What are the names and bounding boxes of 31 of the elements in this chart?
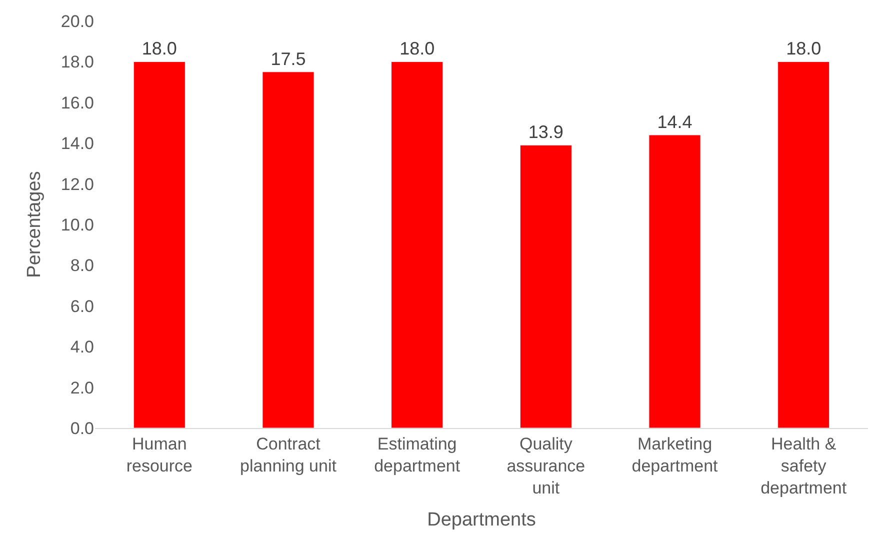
x-tick-label: Contract planning unit [240,434,337,476]
x-tick-label: Health & safety department [760,434,847,498]
data-label: 18.0 [142,38,177,59]
y-tick-label: 16.0 [60,93,94,112]
x-tick-label: Quality assurance unit [506,434,586,498]
y-tick-label: 2.0 [70,378,94,398]
x-axis-title: Departments [427,509,536,530]
bar [133,61,186,428]
x-tick-label: Estimating department [374,434,460,476]
y-tick-label: 18.0 [60,52,94,72]
y-tick-label: 14.0 [60,134,94,154]
data-label: 18.0 [786,38,822,59]
y-tick-label: 20.0 [60,12,94,31]
bar [262,72,314,428]
data-label: 18.0 [400,38,435,59]
y-tick-label: 6.0 [70,296,94,316]
y-tick-label: 8.0 [70,256,94,276]
data-label: 13.9 [528,122,564,142]
bar [391,61,444,428]
x-tick-label: Human resource [126,434,192,476]
y-axis-title: Percentages [24,171,45,278]
data-label: 17.5 [270,48,306,69]
x-tick-label: Marketing department [632,434,718,476]
y-tick-label: 4.0 [70,338,94,357]
y-tick-label: 10.0 [60,215,94,234]
data-label: 14.4 [657,112,692,132]
y-tick-label: 0.0 [70,418,94,438]
y-tick-label: 12.0 [60,174,94,194]
bar [520,144,572,428]
bar [648,134,701,428]
bar [778,61,830,428]
